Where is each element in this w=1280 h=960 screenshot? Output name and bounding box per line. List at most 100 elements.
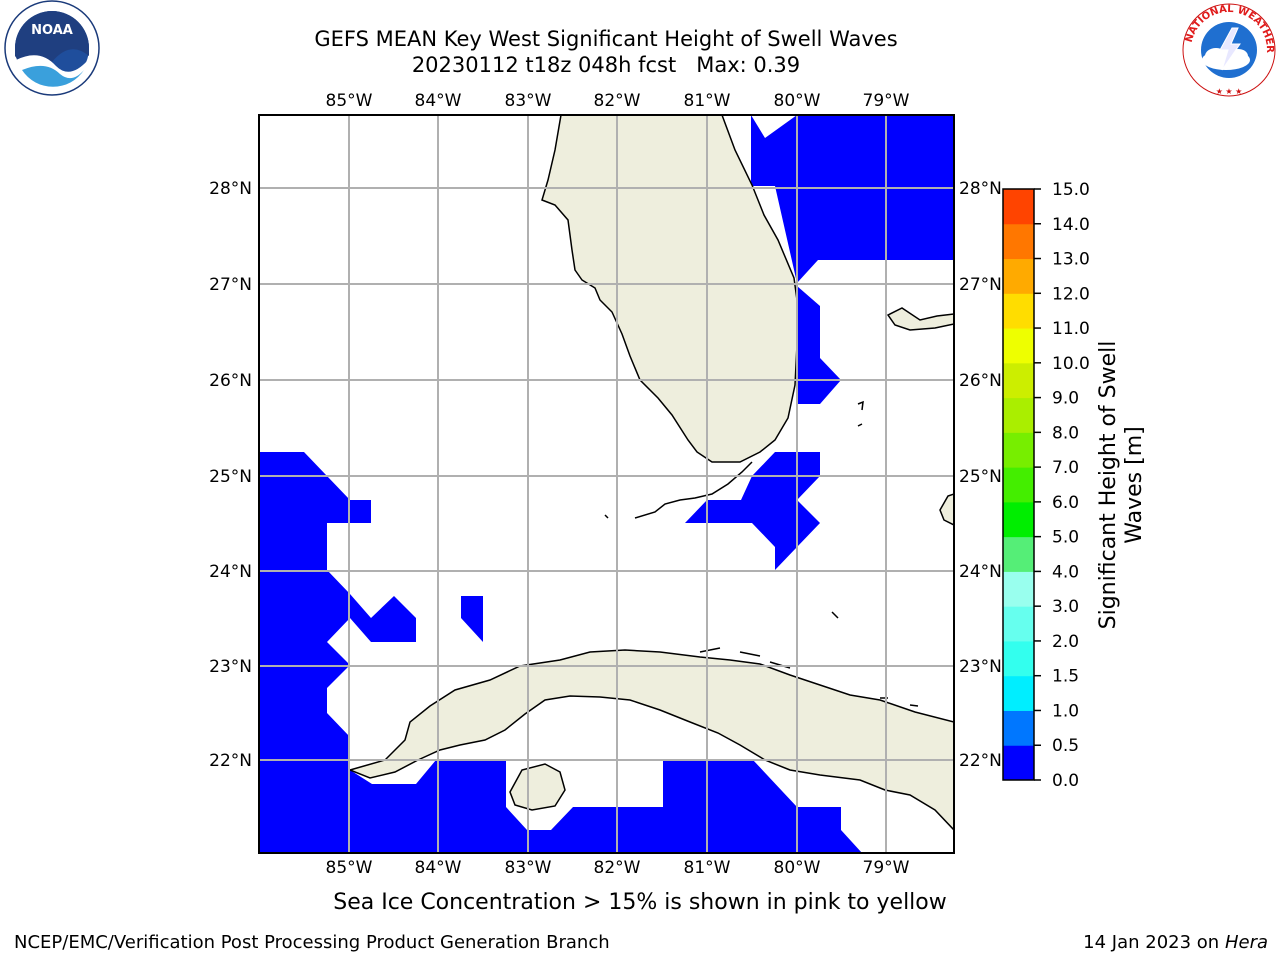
lat-label: 23°N bbox=[959, 657, 1002, 677]
lat-label: 28°N bbox=[959, 179, 1002, 199]
title-line-2: 20230112 t18z 048h fcst Max: 0.39 bbox=[411, 53, 801, 77]
lat-label: 26°N bbox=[209, 371, 252, 391]
lat-label: 22°N bbox=[209, 751, 252, 771]
map-area bbox=[259, 115, 954, 853]
land bbox=[347, 115, 954, 832]
lat-label: 28°N bbox=[209, 179, 252, 199]
land-isle-of-youth bbox=[509, 763, 566, 811]
colorbar-label-line-1: Significant Height of Swell bbox=[1096, 341, 1121, 630]
lon-label: 82°W bbox=[594, 91, 641, 111]
colorbar-tick-label: 11.0 bbox=[1052, 319, 1090, 339]
dry-tortugas bbox=[604, 514, 609, 519]
colorbar-label-line-2: Waves [m] bbox=[1122, 426, 1147, 543]
lat-label: 25°N bbox=[959, 467, 1002, 487]
colorbar-tick-label: 6.0 bbox=[1052, 493, 1079, 513]
swell-region-gulf-west bbox=[259, 452, 862, 853]
land-florida bbox=[541, 115, 798, 463]
colorbar-swatch bbox=[1003, 571, 1034, 607]
latitude-labels-right: 28°N 27°N 26°N 25°N 24°N 23°N 22°N bbox=[959, 179, 1002, 771]
colorbar-tick-label: 8.0 bbox=[1052, 423, 1079, 443]
colorbar-label: Significant Height of Swell Waves [m] bbox=[1096, 341, 1147, 630]
colorbar-tick-label: 1.0 bbox=[1052, 701, 1079, 721]
colorbar-swatch bbox=[1003, 293, 1034, 329]
lon-label: 83°W bbox=[505, 858, 552, 878]
colorbar-tick-label: 1.5 bbox=[1052, 667, 1079, 687]
longitude-labels-top: 85°W 84°W 83°W 82°W 81°W 80°W 79°W bbox=[326, 91, 910, 111]
latitude-labels-left: 28°N 27°N 26°N 25°N 24°N 23°N 22°N bbox=[209, 179, 252, 771]
credit-date: 14 Jan 2023 on Hera bbox=[1083, 932, 1268, 953]
lon-label: 81°W bbox=[684, 91, 731, 111]
lon-label: 79°W bbox=[863, 858, 910, 878]
colorbar-swatch bbox=[1003, 189, 1034, 225]
colorbar-tick-label: 5.0 bbox=[1052, 528, 1079, 548]
cay-sal bbox=[831, 611, 839, 619]
svg-text:NOAA: NOAA bbox=[31, 23, 73, 38]
land-cuba bbox=[347, 649, 954, 832]
lon-label: 80°W bbox=[774, 91, 821, 111]
colorbar-tick-label: 12.0 bbox=[1052, 284, 1090, 304]
colorbar-tick-label: 13.0 bbox=[1052, 250, 1090, 270]
swell-region-atlantic-mid bbox=[797, 286, 841, 404]
chart-title: GEFS MEAN Key West Significant Height of… bbox=[0, 26, 1212, 78]
colorbar-frame bbox=[1002, 188, 1035, 781]
lat-label: 25°N bbox=[209, 467, 252, 487]
colorbar-swatch bbox=[1003, 258, 1034, 294]
lon-label: 81°W bbox=[684, 858, 731, 878]
sea-ice-note: Sea Ice Concentration > 15% is shown in … bbox=[333, 890, 947, 915]
colorbar-tick-label: 10.0 bbox=[1052, 354, 1090, 374]
land-bahamas-andros bbox=[939, 493, 954, 526]
colorbar-swatch bbox=[1003, 606, 1034, 642]
colorbar-swatch bbox=[1003, 536, 1034, 572]
swell-height-field bbox=[259, 115, 954, 853]
map-frame bbox=[258, 114, 955, 854]
lon-label: 82°W bbox=[594, 858, 641, 878]
swell-region-gulf-island bbox=[461, 596, 483, 642]
colorbar-swatch bbox=[1003, 745, 1034, 781]
colorbar: 0.0 0.5 1.0 1.5 2.0 3.0 4.0 5.0 6.0 7.0 8.0 9.0 10.0… bbox=[1002, 180, 1090, 791]
colorbar-swatch bbox=[1003, 432, 1034, 468]
colorbar-swatch bbox=[1003, 362, 1034, 399]
colorbar-tick-label: 4.0 bbox=[1052, 562, 1079, 582]
lon-label: 84°W bbox=[415, 858, 462, 878]
land-bahamas-abaco bbox=[886, 307, 954, 331]
svg-text:★ ★ ★: ★ ★ ★ bbox=[1216, 87, 1243, 96]
colorbar-tick-label: 14.0 bbox=[1052, 215, 1090, 235]
lat-label: 24°N bbox=[209, 562, 252, 582]
colorbar-swatch bbox=[1003, 501, 1034, 538]
colorbar-tick-label: 0.0 bbox=[1052, 771, 1079, 791]
swell-region-atlantic-north bbox=[751, 115, 954, 283]
swell-region-keys-east bbox=[685, 452, 820, 570]
credit-date-text: 14 Jan 2023 on bbox=[1083, 932, 1225, 953]
lon-label: 85°W bbox=[326, 91, 373, 111]
lat-label: 23°N bbox=[209, 657, 252, 677]
graticule bbox=[259, 115, 954, 853]
colorbar-ticks: 0.0 0.5 1.0 1.5 2.0 3.0 4.0 5.0 6.0 7.0 8.0 9.0 10.0… bbox=[1034, 180, 1090, 791]
credit-branch: NCEP/EMC/Verification Post Processing Pr… bbox=[14, 932, 610, 953]
longitude-labels-bottom: 85°W 84°W 83°W 82°W 81°W 80°W 79°W bbox=[326, 858, 910, 878]
colorbar-tick-label: 0.5 bbox=[1052, 736, 1079, 756]
colorbar-tick-label: 9.0 bbox=[1052, 389, 1079, 409]
lat-label: 26°N bbox=[959, 371, 1002, 391]
lat-label: 24°N bbox=[959, 562, 1002, 582]
colorbar-swatch bbox=[1003, 640, 1034, 677]
colorbar-swatch bbox=[1003, 467, 1034, 503]
colorbar-tick-label: 3.0 bbox=[1052, 597, 1079, 617]
title-line-1: GEFS MEAN Key West Significant Height of… bbox=[314, 27, 898, 51]
colorbar-swatches bbox=[1003, 189, 1034, 781]
lon-label: 83°W bbox=[505, 91, 552, 111]
colorbar-swatch bbox=[1003, 710, 1034, 746]
lon-label: 84°W bbox=[415, 91, 462, 111]
bimini bbox=[857, 400, 864, 427]
noaa-logo-icon: NOAA bbox=[0, 0, 104, 100]
lat-label: 27°N bbox=[959, 275, 1002, 295]
colorbar-tick-label: 15.0 bbox=[1052, 180, 1090, 200]
colorbar-tick-label: 7.0 bbox=[1052, 458, 1079, 478]
colorbar-swatch bbox=[1003, 397, 1034, 433]
lon-label: 80°W bbox=[774, 858, 821, 878]
colorbar-tick-label: 2.0 bbox=[1052, 632, 1079, 652]
colorbar-swatch bbox=[1003, 223, 1034, 260]
colorbar-swatch bbox=[1003, 675, 1034, 711]
colorbar-swatch bbox=[1003, 328, 1034, 364]
nws-logo-icon: NATIONAL WEATHER SERVICE ★ ★ ★ bbox=[1172, 0, 1280, 100]
